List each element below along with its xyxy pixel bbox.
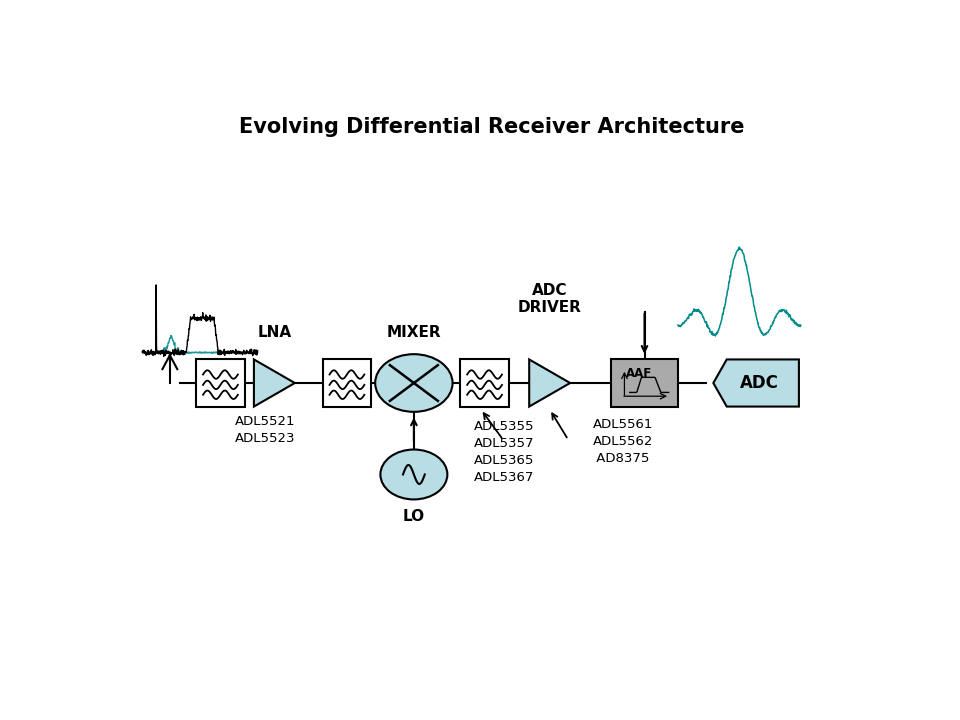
Text: ADL5561
ADL5562
 AD8375: ADL5561 ADL5562 AD8375 [592,418,653,464]
Circle shape [380,449,447,500]
Bar [196,359,245,407]
Text: ADC: ADC [740,374,780,392]
Text: LNA: LNA [257,325,292,340]
Text: ADC
DRIVER: ADC DRIVER [517,283,582,315]
Circle shape [375,354,452,412]
Text: MIXER: MIXER [387,325,442,341]
Bar [461,359,509,407]
Bar [323,359,372,407]
Text: ADL5521
ADL5523: ADL5521 ADL5523 [235,415,296,445]
Polygon shape [713,359,799,407]
Polygon shape [529,359,570,407]
Text: AAF: AAF [626,367,652,380]
Bar [611,359,678,407]
Text: Evolving Differential Receiver Architecture: Evolving Differential Receiver Architect… [239,117,745,137]
Polygon shape [253,359,295,407]
Text: LO: LO [403,510,425,524]
Text: ADL5355
ADL5357
ADL5365
ADL5367: ADL5355 ADL5357 ADL5365 ADL5367 [473,420,534,485]
